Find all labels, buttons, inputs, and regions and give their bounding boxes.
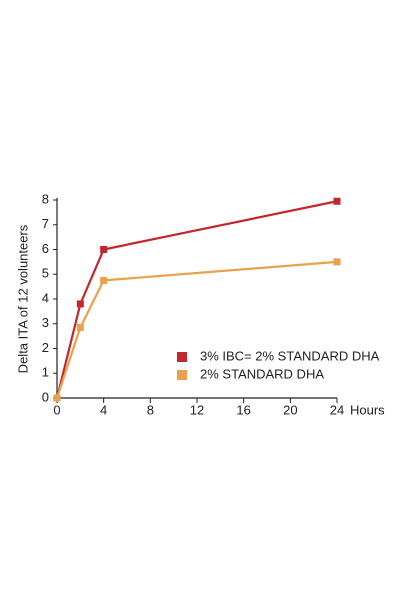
legend-label: 2% STANDARD DHA — [200, 366, 324, 381]
x-axis-label: Hours — [350, 402, 385, 417]
point-marker — [76, 323, 84, 331]
y-tick-label: 1 — [42, 365, 49, 380]
x-tick-label: 4 — [100, 402, 107, 417]
y-tick-label: 5 — [42, 266, 49, 281]
y-tick-label: 6 — [42, 241, 49, 256]
y-tick-label: 0 — [42, 389, 49, 404]
point-marker — [53, 394, 61, 402]
point-marker — [100, 246, 108, 253]
x-tick-label: 0 — [53, 402, 60, 417]
x-tick-label: 16 — [236, 402, 250, 417]
series-line — [55, 200, 338, 399]
y-tick-label: 8 — [42, 191, 49, 206]
y-tick-label: 4 — [42, 290, 49, 305]
legend-swatch — [177, 352, 187, 362]
y-tick-label: 3 — [42, 315, 49, 330]
x-tick-label: 24 — [330, 402, 344, 417]
point-marker — [333, 197, 341, 205]
series-line — [55, 260, 338, 399]
x-tick-label: 12 — [190, 402, 204, 417]
x-tick-label: 20 — [283, 402, 297, 417]
point-marker — [100, 276, 108, 284]
legend-swatch — [177, 370, 187, 380]
point-marker — [76, 300, 84, 308]
x-tick-label: 8 — [147, 402, 154, 417]
y-axis-label: Delta ITA of 12 volunteers — [15, 224, 30, 373]
legend-label: 3% IBC= 2% STANDARD DHA — [200, 348, 380, 363]
y-tick-label: 2 — [42, 340, 49, 355]
y-tick-label: 7 — [42, 216, 49, 231]
point-marker — [333, 258, 341, 266]
